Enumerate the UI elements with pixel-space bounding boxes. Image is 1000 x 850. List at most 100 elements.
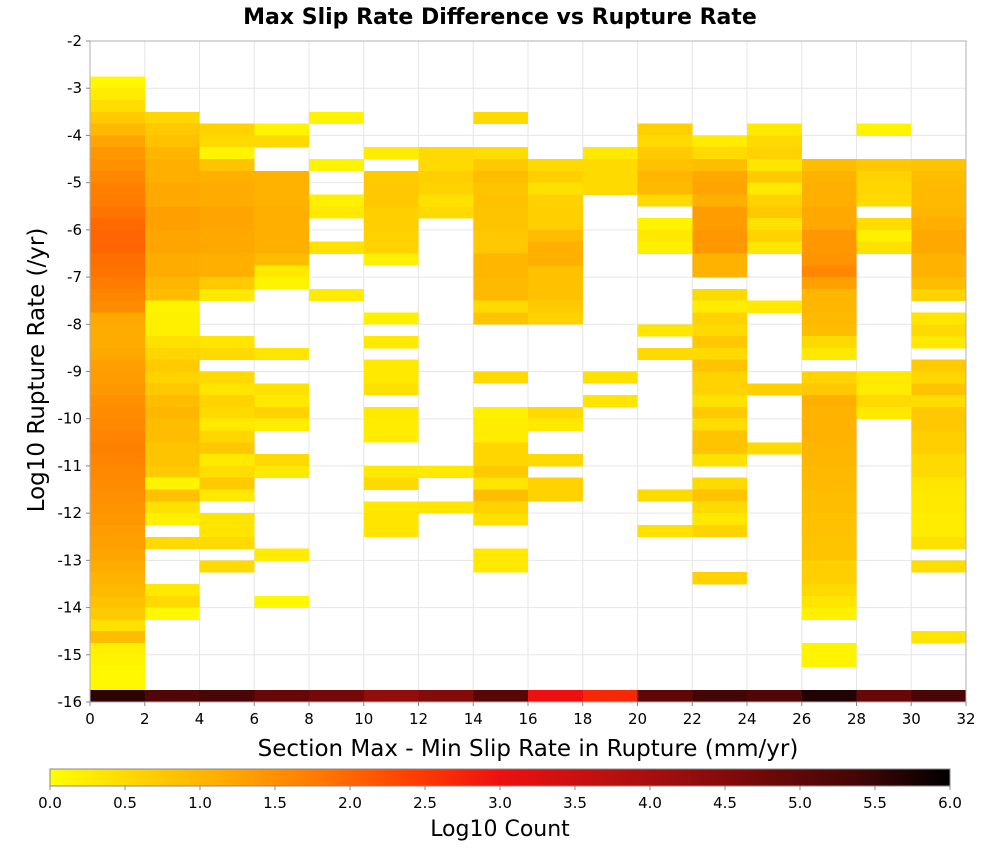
heatmap-cell <box>254 454 309 467</box>
heatmap-cell <box>90 111 145 125</box>
heatmap-cell <box>747 147 802 160</box>
heatmap-cell <box>801 465 857 490</box>
heatmap-cell <box>692 324 747 337</box>
heatmap-cell <box>911 560 966 573</box>
heatmap-cell <box>90 442 145 455</box>
heatmap-cell <box>911 430 966 455</box>
heatmap-cell <box>692 406 747 420</box>
heatmap-cell <box>856 690 912 703</box>
heatmap-cell <box>90 430 145 443</box>
heatmap-cell <box>144 607 200 620</box>
heatmap-cell <box>90 76 145 89</box>
heatmap-cell <box>911 218 966 231</box>
heatmap-cell <box>528 477 583 502</box>
heatmap-cell <box>473 111 528 125</box>
heatmap-cell <box>692 229 747 254</box>
heatmap-cell <box>692 170 747 184</box>
y-axis-ticks: -2 -3 -4 -5 -6 -7 -8 -9 -10 -11 -12 -13 -14 -15 -16 <box>58 32 90 711</box>
heatmap-cell <box>90 288 145 302</box>
colorbar-tick-label: 2.5 <box>413 794 437 812</box>
heatmap-cell <box>747 159 802 172</box>
heatmap-cell <box>254 123 309 136</box>
heatmap-cell <box>801 159 857 172</box>
heatmap-cell <box>801 583 857 597</box>
heatmap-cell <box>856 395 912 408</box>
heatmap-cell <box>90 536 145 549</box>
y-tick-label: -6 <box>67 221 82 239</box>
heatmap-cell <box>144 277 200 290</box>
heatmap-cell <box>254 135 309 148</box>
heatmap-cell <box>90 560 145 573</box>
heatmap-cell <box>637 489 693 502</box>
heatmap-cell <box>144 206 200 231</box>
heatmap-cell <box>692 288 747 302</box>
heatmap-cell <box>692 182 747 195</box>
heatmap-cell <box>637 159 693 172</box>
heatmap-cell <box>199 288 255 302</box>
heatmap-cell <box>199 560 255 573</box>
heatmap-cell <box>363 253 419 266</box>
heatmap-cell <box>199 135 255 148</box>
y-tick-label: -15 <box>58 646 83 664</box>
x-tick-label: 30 <box>902 710 921 728</box>
heatmap-cell <box>363 147 419 160</box>
colorbar-tick-label: 3.0 <box>488 794 512 812</box>
heatmap-cell <box>473 277 528 302</box>
heatmap-cell <box>801 253 857 266</box>
x-tick-label: 2 <box>140 710 150 728</box>
heatmap-cell <box>363 501 419 514</box>
heatmap-cell <box>199 690 255 703</box>
x-tick-label: 26 <box>792 710 811 728</box>
heatmap-cell <box>90 229 145 243</box>
heatmap-cell <box>199 170 255 184</box>
heatmap-cell <box>90 406 145 420</box>
heatmap-cell <box>363 229 419 254</box>
heatmap-cell <box>911 371 966 384</box>
heatmap-cell <box>309 159 364 172</box>
heatmap-cell <box>473 206 528 231</box>
heatmap-cell <box>199 383 255 396</box>
heatmap-cell <box>528 159 583 172</box>
heatmap-cell <box>199 418 255 431</box>
heatmap-cell <box>747 442 802 455</box>
heatmap-cell <box>637 170 693 184</box>
heatmap-cell <box>801 642 857 667</box>
heatmap-cell <box>144 477 200 490</box>
heatmap-cell <box>90 312 145 325</box>
heatmap-cell <box>473 229 528 254</box>
heatmap-cell <box>747 241 802 254</box>
heatmap-cell <box>473 147 528 160</box>
heatmap-cell <box>911 170 966 184</box>
heatmap-cell <box>856 218 912 231</box>
x-tick-label: 10 <box>354 710 373 728</box>
x-axis-ticks: 0 2 4 6 8 10 12 14 16 18 20 22 24 26 28 30 32 <box>85 702 976 728</box>
heatmap-cell <box>199 489 255 502</box>
heatmap-cell <box>363 383 419 396</box>
heatmap-cell <box>637 123 693 136</box>
heatmap-cell <box>90 619 145 632</box>
heatmap-cell <box>692 159 747 172</box>
heatmap-cell <box>637 241 693 254</box>
heatmap-cell <box>90 253 145 266</box>
heatmap-cell <box>582 395 638 408</box>
heatmap-cell <box>254 253 309 266</box>
heatmap-cell <box>637 690 693 703</box>
heatmap-cell <box>637 524 693 538</box>
heatmap-cell <box>528 182 583 195</box>
colorbar-tick-label: 2.0 <box>338 794 362 812</box>
heatmap-cell <box>911 383 966 396</box>
x-tick-label: 14 <box>464 710 483 728</box>
heatmap-cell <box>692 454 747 467</box>
heatmap-cell <box>528 265 583 302</box>
heatmap-cell <box>363 513 419 538</box>
heatmap-cell <box>528 229 583 243</box>
heatmap-cell <box>801 206 857 231</box>
heatmap-cell <box>801 513 857 538</box>
heatmap-cell <box>692 135 747 148</box>
heatmap-cell <box>363 406 419 420</box>
colorbar-tick-label: 4.5 <box>713 794 737 812</box>
heatmap-cell <box>473 300 528 313</box>
heatmap-cell <box>582 690 638 703</box>
heatmap-cell <box>199 406 255 420</box>
heatmap-cell <box>254 170 309 207</box>
